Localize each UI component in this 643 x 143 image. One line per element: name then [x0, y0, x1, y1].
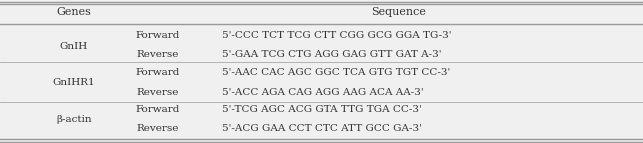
Text: Forward: Forward	[135, 31, 180, 39]
Text: GnIH: GnIH	[60, 42, 88, 51]
Text: Forward: Forward	[135, 105, 180, 114]
Text: Reverse: Reverse	[136, 50, 179, 59]
Text: Sequence: Sequence	[371, 7, 426, 17]
Text: Forward: Forward	[135, 68, 180, 77]
Text: 5'-ACG GAA CCT CTC ATT GCC GA-3': 5'-ACG GAA CCT CTC ATT GCC GA-3'	[222, 124, 422, 133]
Text: Genes: Genes	[57, 7, 91, 17]
Text: 5'-ACC AGA CAG AGG AAG ACA AA-3': 5'-ACC AGA CAG AGG AAG ACA AA-3'	[222, 88, 424, 97]
Text: 5'-CCC TCT TCG CTT CGG GCG GGA TG-3': 5'-CCC TCT TCG CTT CGG GCG GGA TG-3'	[222, 31, 451, 39]
Text: Reverse: Reverse	[136, 88, 179, 97]
Text: GnIHR1: GnIHR1	[53, 79, 95, 87]
Text: 5'-GAA TCG CTG AGG GAG GTT GAT A-3': 5'-GAA TCG CTG AGG GAG GTT GAT A-3'	[222, 50, 441, 59]
Text: β-actin: β-actin	[56, 115, 92, 124]
Text: 5'-AAC CAC AGC GGC TCA GTG TGT CC-3': 5'-AAC CAC AGC GGC TCA GTG TGT CC-3'	[222, 68, 450, 77]
Text: Reverse: Reverse	[136, 124, 179, 133]
Text: 5'-TCG AGC ACG GTA TTG TGA CC-3': 5'-TCG AGC ACG GTA TTG TGA CC-3'	[222, 105, 422, 114]
